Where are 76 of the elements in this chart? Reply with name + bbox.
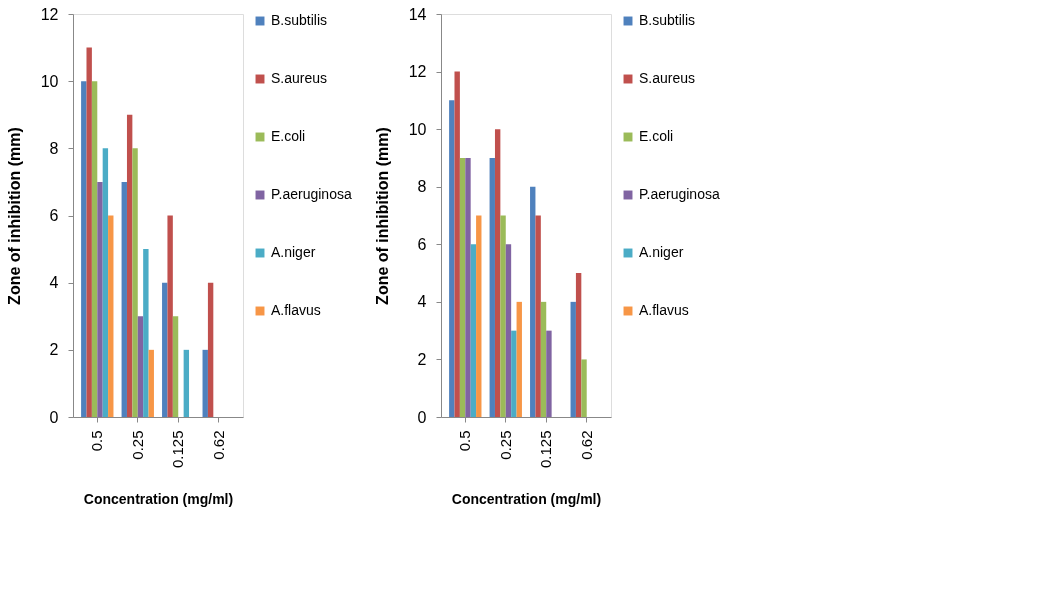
y-tick-label: 0	[417, 408, 427, 426]
y-tick-label: 12	[408, 63, 427, 81]
bar	[137, 316, 144, 417]
bar	[81, 81, 87, 417]
y-axis-title: Zone of inhibition (mm)	[373, 127, 391, 305]
legend-label: P.aeruginosa	[271, 186, 352, 202]
bar	[500, 215, 506, 417]
y-tick-label: 10	[408, 120, 427, 138]
bar	[126, 114, 133, 417]
y-tick-label: 8	[49, 139, 59, 157]
bar	[143, 249, 149, 417]
y-tick-label: 12	[40, 5, 59, 23]
bar	[505, 244, 512, 417]
bar	[167, 215, 173, 417]
legend-label: A.flavus	[271, 302, 321, 318]
bar	[494, 129, 501, 417]
bar	[511, 330, 517, 417]
bar	[183, 349, 190, 417]
bar	[454, 71, 460, 417]
y-tick-label: 2	[49, 341, 59, 359]
legend-label: E.coli	[271, 128, 306, 144]
legend-label: B.subtilis	[271, 12, 328, 28]
bar	[172, 316, 179, 417]
bar	[581, 359, 587, 417]
x-tick-label: 0.25	[496, 430, 514, 460]
legend-label: P.aeruginosa	[639, 186, 720, 202]
bar	[91, 81, 98, 417]
bar	[148, 349, 154, 417]
bar	[162, 282, 168, 417]
bar	[540, 301, 547, 417]
bar	[459, 157, 466, 417]
y-tick-label: 8	[417, 178, 427, 196]
bar	[202, 349, 208, 417]
legend-label: E.coli	[639, 128, 674, 144]
y-tick-label: 6	[417, 235, 427, 253]
legend-label: A.flavus	[639, 302, 689, 318]
bar	[476, 215, 482, 417]
x-axis-title: Concentration (mg/ml)	[451, 491, 602, 508]
y-tick-label: 0	[49, 408, 59, 426]
y-tick-label: 6	[49, 207, 59, 224]
legend-label: S.aureus	[271, 70, 328, 86]
bar	[86, 47, 92, 417]
x-tick-label: 0.5	[456, 430, 474, 452]
y-tick-label: 4	[417, 293, 427, 311]
bar	[108, 215, 114, 417]
legend-label: B.subtilis	[639, 12, 696, 28]
x-tick-label: 0.125	[169, 430, 187, 469]
x-tick-label: 0.62	[209, 430, 227, 460]
y-tick-label: 2	[417, 350, 427, 368]
y-tick-label: 10	[40, 72, 59, 90]
x-tick-label: 0.25	[128, 430, 146, 460]
x-tick-label: 0.125	[537, 430, 555, 469]
y-tick-label: 4	[49, 274, 59, 292]
x-axis-title: Concentration (mg/ml)	[83, 491, 234, 508]
bar	[102, 148, 109, 417]
y-tick-label: 14	[408, 5, 427, 23]
legend-label: S.aureus	[639, 70, 696, 86]
bar	[207, 282, 214, 417]
x-tick-label: 0.5	[88, 430, 106, 452]
bar	[449, 100, 455, 417]
legend-label: A.niger	[639, 244, 684, 260]
bar	[546, 330, 552, 417]
bar	[575, 273, 582, 417]
y-axis-title: Zone of inhibition (mm)	[5, 127, 23, 305]
legend-label: A.niger	[271, 244, 316, 260]
x-tick-label: 0.62	[577, 430, 595, 460]
bar	[570, 301, 576, 417]
bar	[97, 181, 103, 417]
bar	[465, 157, 471, 417]
bar	[121, 181, 127, 417]
bar	[489, 157, 495, 417]
bar	[132, 148, 138, 417]
bar	[535, 215, 541, 417]
bar	[530, 186, 536, 417]
bar	[470, 244, 477, 417]
bar	[516, 301, 522, 417]
